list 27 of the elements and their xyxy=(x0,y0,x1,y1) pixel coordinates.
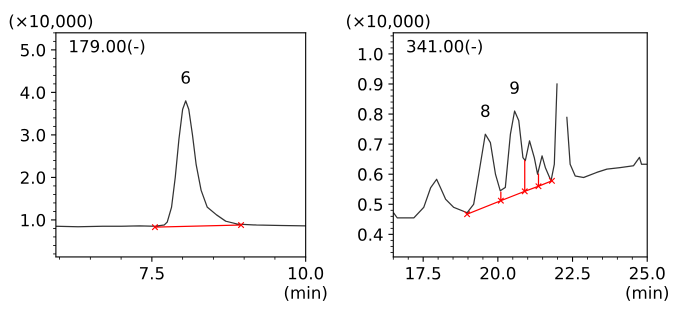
y-tick-label: 1.0 xyxy=(21,214,46,226)
annotation: 179.00(-) xyxy=(70,40,144,54)
y-axis-title: (×10,000) xyxy=(347,14,430,30)
y-tick-label: 1.0 xyxy=(358,48,382,60)
y-tick-label: 0.9 xyxy=(358,78,382,91)
y-tick-label: 0.8 xyxy=(358,108,382,121)
y-tick-label: 0.4 xyxy=(358,228,383,241)
y-tick-label: 5.0 xyxy=(20,44,46,56)
x-axis-title: (min) xyxy=(284,286,326,301)
annotation: 8 xyxy=(481,104,490,118)
y-tick-label: 4.0 xyxy=(20,86,46,99)
annotation: 341.00(-) xyxy=(407,40,482,54)
x-tick-label: 17.5 xyxy=(406,267,440,280)
y-tick-label: 0.7 xyxy=(358,138,382,151)
y-tick-label: 0.6 xyxy=(358,168,383,181)
y-tick-label: 0.5 xyxy=(358,198,382,211)
x-tick-label: 20.0 xyxy=(480,266,516,280)
y-axis-title: (×10,000) xyxy=(10,14,92,30)
x-tick-label: 25.0 xyxy=(630,266,665,280)
x-tick-label: 7.5 xyxy=(140,267,164,280)
y-tick-label: 2.0 xyxy=(20,171,46,184)
annotation: 9 xyxy=(510,81,519,94)
annotation: 6 xyxy=(182,71,190,84)
x-tick-label: 10.0 xyxy=(288,266,324,280)
x-tick-label: 22.5 xyxy=(555,266,590,280)
y-tick-label: 3.0 xyxy=(20,128,46,142)
x-axis-title: (min) xyxy=(626,286,668,301)
